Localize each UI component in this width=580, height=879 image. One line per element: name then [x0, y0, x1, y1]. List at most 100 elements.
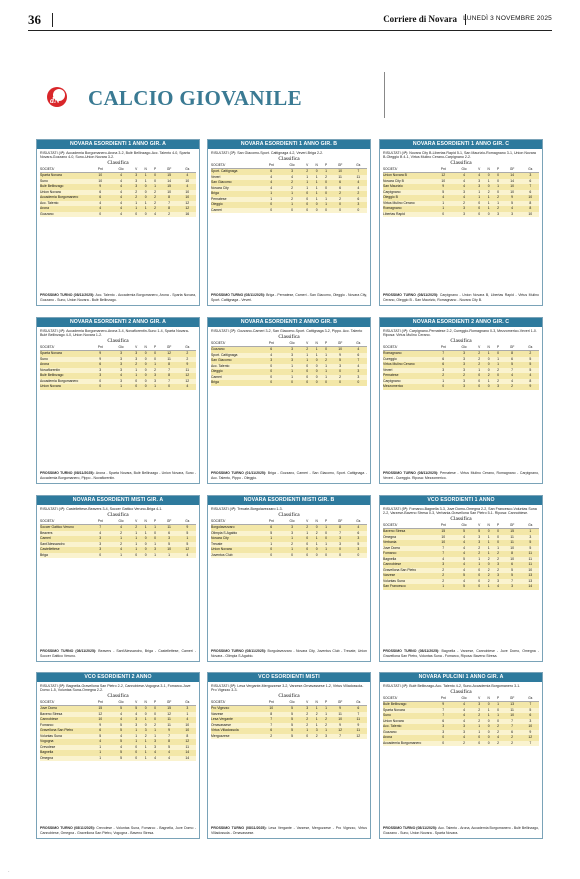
stat-cell: 5: [281, 711, 303, 718]
stat-cell: 1: [131, 536, 141, 542]
table-row: Varzese 8 5 2 2 1 11 7: [211, 711, 367, 718]
next-round-fixtures: Arona - Sparta Novara, Bulè Bellinzago -…: [40, 471, 197, 480]
stat-cell: 0: [302, 191, 312, 197]
cdn-logo-icon: dN: [47, 87, 67, 107]
team-name: Briga: [211, 380, 261, 386]
stat-cell: 9: [521, 729, 539, 735]
stat-cell: 0: [302, 380, 312, 386]
column-header: Gio: [110, 700, 132, 707]
team-name: Arona: [40, 362, 90, 368]
team-name: Arona: [383, 735, 433, 741]
stat-cell: 2: [521, 350, 539, 357]
stat-cell: 0: [474, 378, 484, 385]
stat-cell: 0: [349, 552, 367, 558]
stat-cell: 3: [131, 184, 141, 190]
stat-cell: 5: [159, 744, 179, 751]
stat-cell: 15: [433, 528, 454, 535]
table-row: Arona 4 4 1 1 2 8 12: [40, 206, 196, 212]
stat-cell: 11: [521, 551, 539, 557]
stat-cell: 15: [502, 528, 522, 535]
newspaper-name: Corriere di Novara: [383, 14, 457, 24]
column-header: N: [483, 167, 494, 174]
team-name: Ornavassese: [211, 722, 261, 729]
stat-cell: 0: [493, 350, 503, 357]
stat-cell: 0: [302, 363, 312, 369]
table-header-row: SOCIETA' Pnt Gio V N P GF Gs: [40, 345, 196, 352]
stat-cell: 3: [178, 705, 196, 712]
stat-cell: 5: [330, 358, 350, 364]
next-round-label: PROSSIMO TURNO (08/11/2025):: [211, 826, 269, 831]
stat-cell: 5: [281, 728, 303, 734]
stat-cell: 1: [474, 195, 484, 201]
column-header: N: [140, 167, 151, 174]
stat-cell: 1: [150, 384, 160, 390]
stat-cell: 4: [453, 195, 475, 201]
table-row: Sant'Alessandro 3 2 1 0 1 5 5: [40, 541, 196, 547]
standings-table: SOCIETA' Pnt Gio V N P GF Gs Romagnano 7 3 2 1 0 8 2 Cur…: [383, 345, 539, 390]
stat-cell: 2: [474, 350, 484, 357]
stat-cell: 0: [302, 196, 312, 202]
stat-cell: 0: [493, 528, 503, 535]
stat-cell: 6: [433, 718, 454, 724]
column-header: V: [131, 519, 141, 526]
stat-cell: 3: [110, 367, 132, 374]
stat-cell: 3: [321, 733, 331, 740]
standings-box: VCO ESORDIENTI 1 ANNO RISULTATI (5ª): Fom…: [379, 495, 543, 662]
table-row: Union Novara 6 4 2 0 0 7 3: [383, 718, 539, 724]
column-header: Gs: [349, 341, 367, 348]
stat-cell: 6: [261, 524, 282, 531]
stat-cell: 4: [453, 178, 475, 185]
stat-cell: 2: [493, 556, 503, 563]
stat-cell: 1: [131, 367, 141, 374]
column-header: P: [321, 163, 331, 170]
stat-cell: 4: [131, 711, 141, 718]
next-round-text: PROSSIMO TURNO (08/11/2025): Acc. Talent…: [383, 826, 539, 835]
stat-cell: 10: [502, 184, 522, 190]
stat-cell: 1: [493, 200, 503, 207]
stat-cell: 12: [349, 733, 367, 740]
team-name: Lesa Vergante: [211, 717, 261, 723]
stat-cell: 2: [110, 541, 132, 547]
stat-cell: 3: [281, 530, 303, 536]
standings-table: SOCIETA' Pnt Gio V N P GF Gs Pro Vigezzo 10 5 3 1 1 9 6…: [211, 700, 367, 740]
box-title: VCO ESORDIENTI MISTI: [208, 673, 370, 682]
table-row: Voluntas Suna 2 4 0 2 3 7 13: [383, 578, 539, 585]
stat-cell: 6: [90, 362, 111, 368]
stat-cell: 1: [493, 184, 503, 190]
stat-cell: 4: [281, 174, 303, 180]
next-round-label: PROSSIMO TURNO (08/11/2025):: [383, 649, 442, 654]
stat-cell: 6: [521, 178, 539, 185]
classifica-label: Classifica: [107, 160, 129, 167]
stat-cell: 2: [150, 722, 160, 729]
stat-cell: 1: [474, 562, 484, 568]
box-title: NOVARA ESORDIENTI 2 ANNO GIR. A: [37, 318, 199, 327]
stat-cell: 5: [110, 722, 132, 729]
stat-cell: 3: [131, 350, 141, 357]
stat-cell: 0: [474, 211, 484, 218]
stat-cell: 5: [281, 733, 303, 740]
column-header: N: [311, 341, 322, 348]
table-row: Gozzano 3 3 1 0 2 6 9: [383, 729, 539, 735]
stat-cell: 10: [330, 168, 350, 175]
stat-cell: 1: [474, 724, 484, 730]
column-header: SOCIETA': [383, 523, 433, 530]
classifica-label: Classifica: [450, 689, 472, 696]
stat-cell: 5: [521, 545, 539, 552]
stat-cell: 4: [90, 206, 111, 212]
stat-cell: 9: [90, 350, 111, 357]
stat-cell: 2: [433, 578, 454, 585]
stat-cell: 6: [261, 168, 282, 175]
table-row: Baveno Stresa 12 4 4 0 0 12 1: [40, 711, 196, 718]
stat-cell: 14: [178, 755, 196, 762]
stat-cell: 8: [159, 206, 179, 212]
stat-cell: 0: [261, 363, 282, 369]
team-name: Union Novara: [211, 547, 261, 553]
stat-cell: 1: [131, 733, 141, 740]
box-title: NOVARA ESORDIENTI MISTI GIR. A: [37, 496, 199, 505]
stat-cell: 0: [311, 380, 322, 386]
column-header: Gio: [453, 523, 475, 530]
stat-cell: 3: [150, 378, 160, 385]
stat-cell: 7: [349, 711, 367, 718]
stat-cell: 5: [178, 530, 196, 536]
stat-cell: 4: [90, 739, 111, 745]
